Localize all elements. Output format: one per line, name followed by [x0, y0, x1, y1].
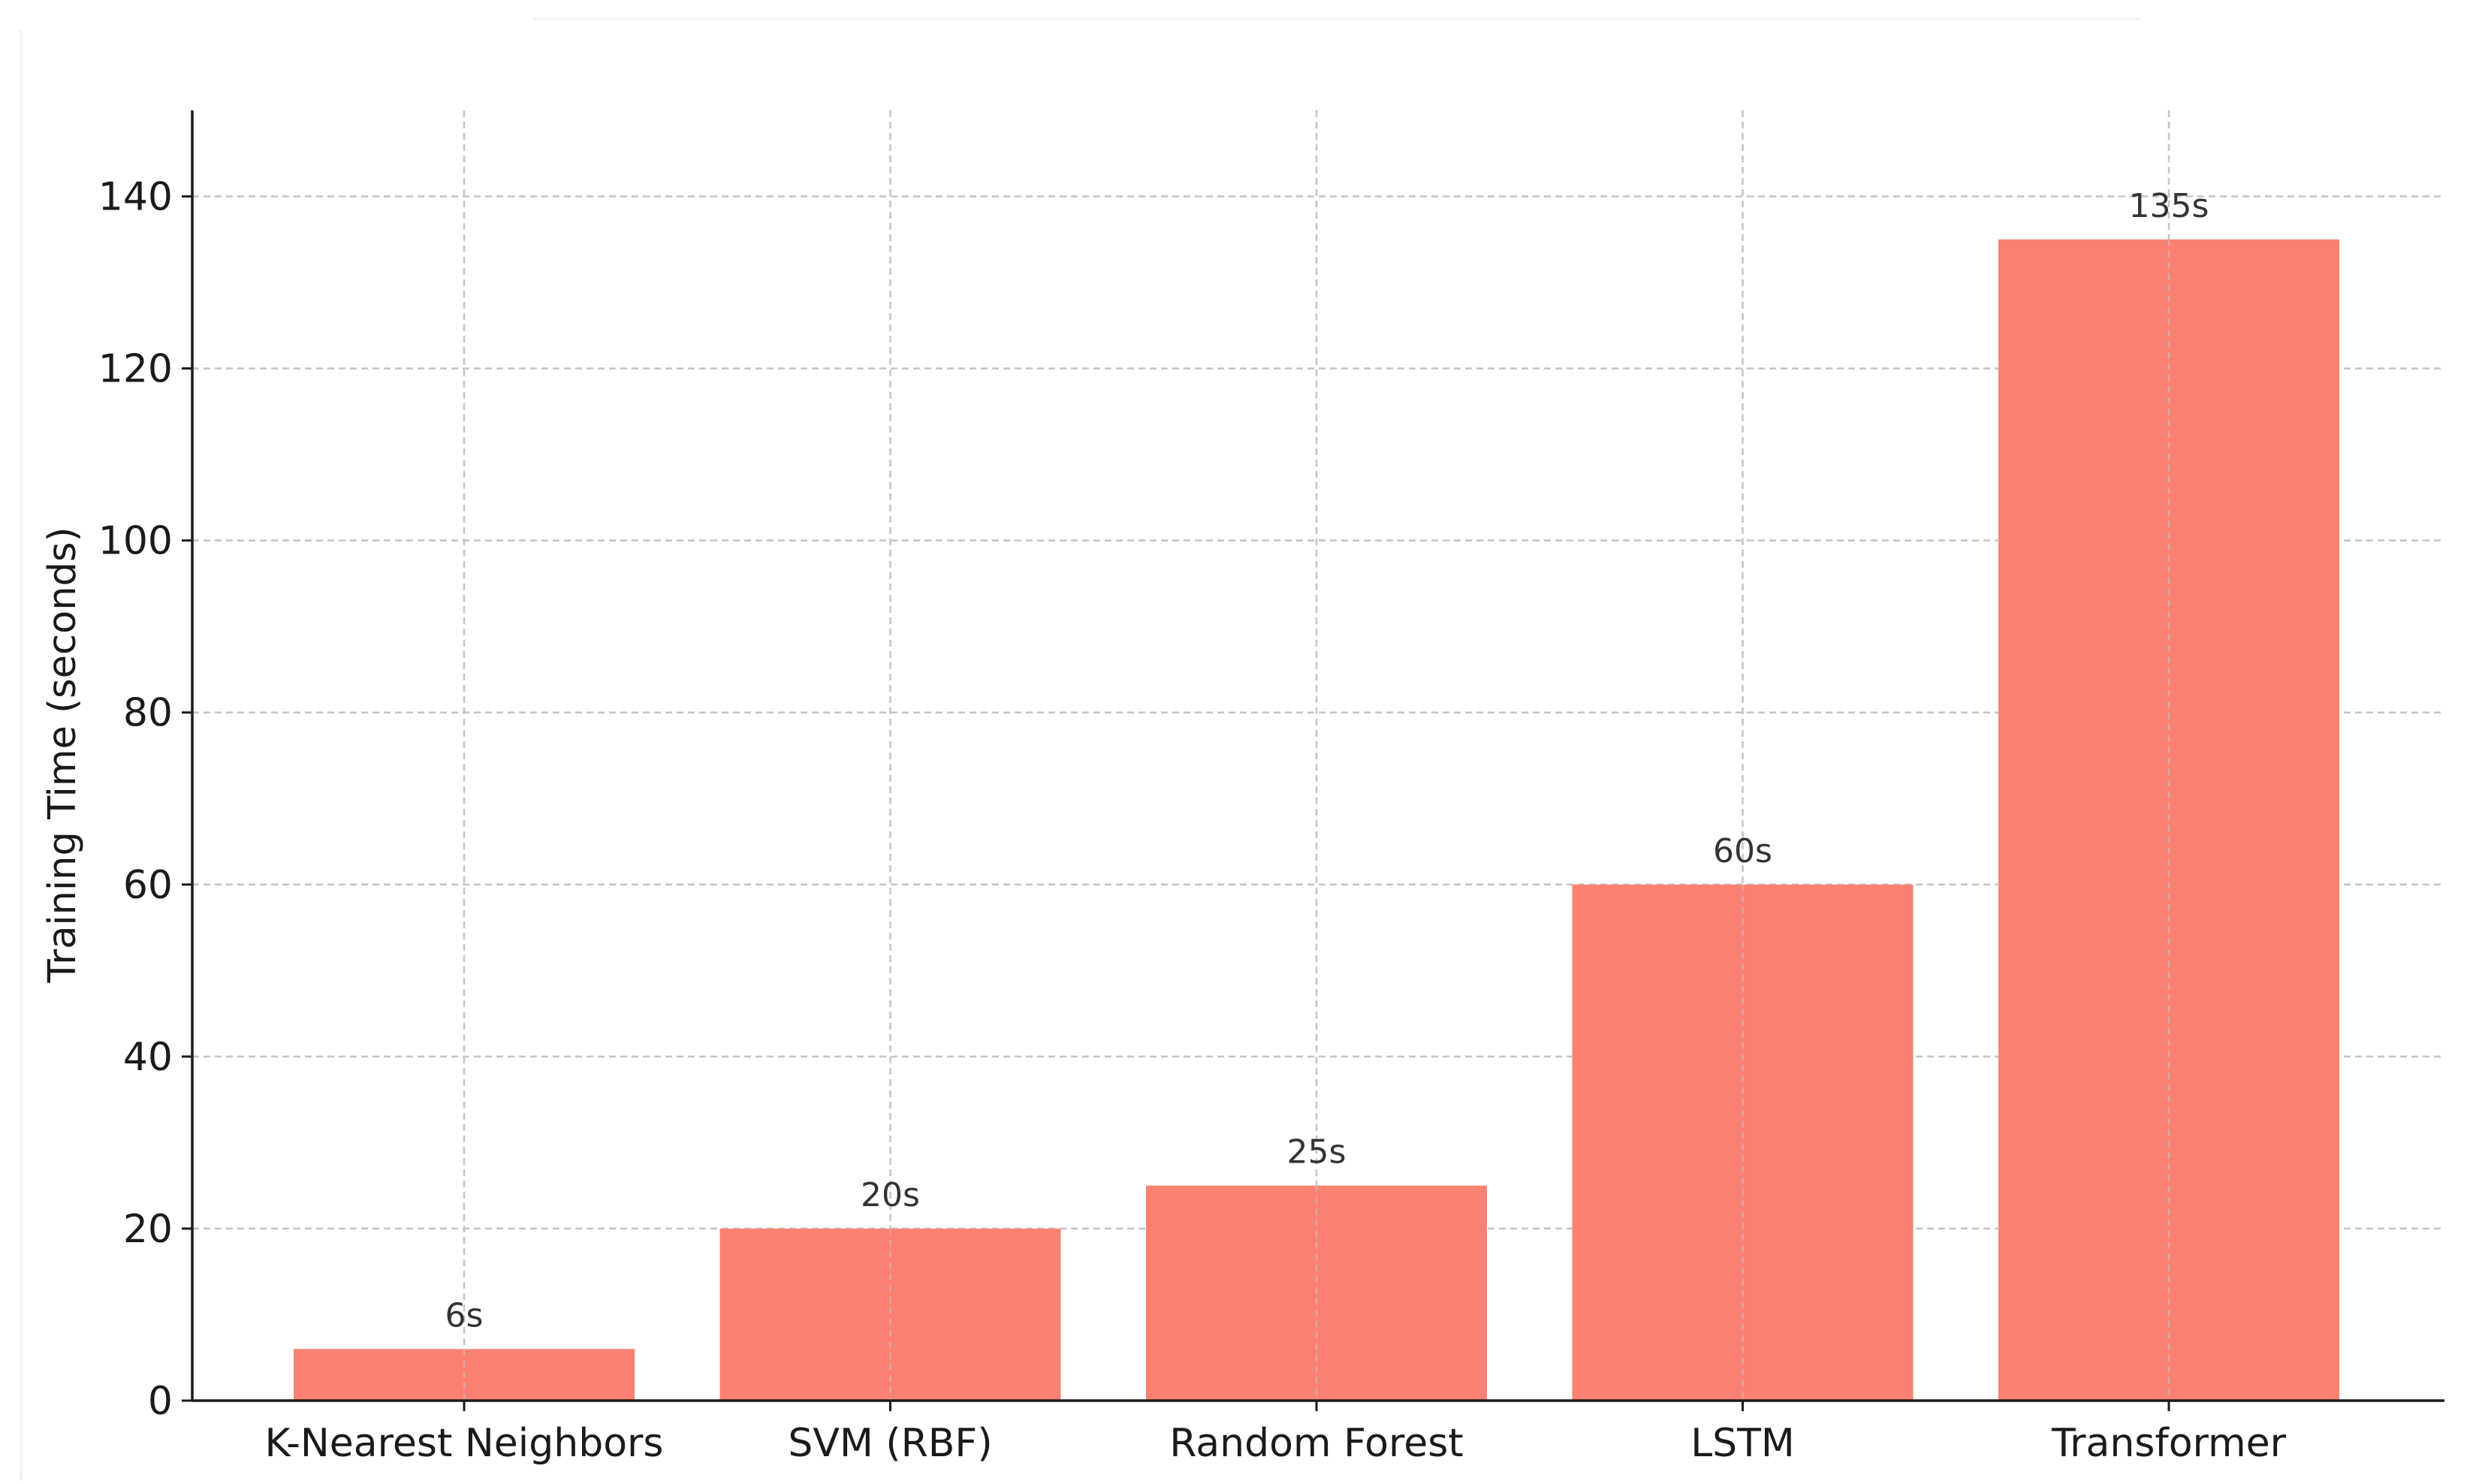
x-tick-label: SVM (RBF): [788, 1421, 992, 1466]
y-tick-label: 120: [98, 347, 173, 392]
y-tick-label: 80: [123, 691, 173, 736]
x-tick-label: Transformer: [2051, 1421, 2287, 1466]
bar-value-label: 6s: [445, 1296, 484, 1335]
x-tick-label: K-Nearest Neighbors: [265, 1421, 664, 1466]
bar-value-label: 25s: [1287, 1133, 1347, 1172]
bar-value-label: 135s: [2129, 187, 2209, 225]
y-tick-label: 100: [98, 519, 173, 564]
y-tick-label: 140: [98, 175, 173, 220]
y-tick-label: 60: [123, 863, 173, 908]
x-tick-label: LSTM: [1690, 1421, 1795, 1466]
x-tick-label: Random Forest: [1169, 1421, 1463, 1466]
bar-value-label: 20s: [861, 1176, 920, 1214]
bar-value-label: 60s: [1713, 832, 1772, 870]
y-tick-label: 20: [123, 1207, 173, 1252]
y-axis-label: Training Time (seconds): [41, 527, 85, 984]
y-tick-label: 40: [123, 1035, 173, 1080]
y-tick-label: 0: [148, 1379, 173, 1424]
bars: [294, 239, 2339, 1401]
axes: [182, 110, 2444, 1411]
labels: 0 20 40 60 80 100 120 140 K-Nearest Neighbors SVM…: [98, 175, 2287, 1466]
bar: [1572, 884, 1914, 1401]
